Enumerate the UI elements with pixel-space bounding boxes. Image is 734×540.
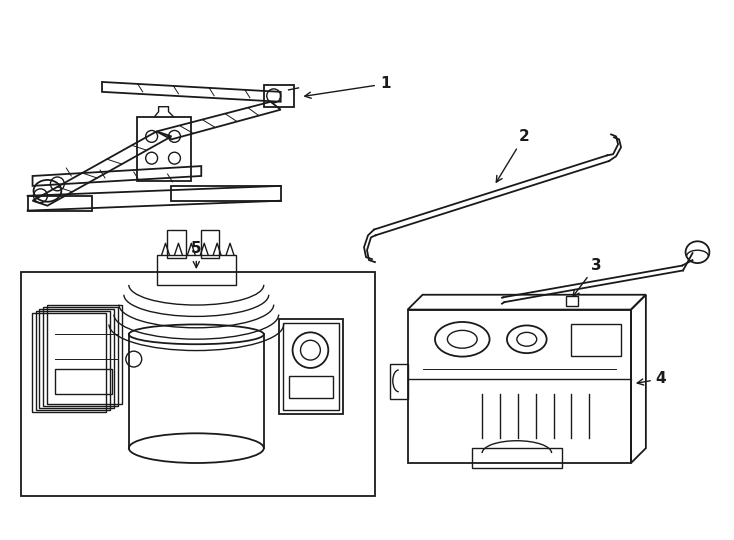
Text: 1: 1 bbox=[305, 77, 390, 98]
Bar bbox=[40, 308, 114, 408]
Bar bbox=[264, 85, 294, 107]
Bar bbox=[55, 369, 112, 394]
Bar bbox=[32, 313, 106, 411]
Bar bbox=[288, 376, 333, 397]
Text: 2: 2 bbox=[496, 129, 530, 182]
Bar bbox=[283, 323, 339, 409]
Bar bbox=[35, 310, 110, 409]
Bar bbox=[48, 305, 122, 403]
Bar bbox=[167, 231, 186, 258]
Bar bbox=[43, 307, 118, 406]
Text: 4: 4 bbox=[637, 372, 666, 386]
Bar bbox=[279, 320, 344, 414]
Bar bbox=[572, 325, 621, 356]
Bar bbox=[21, 272, 375, 496]
Bar bbox=[156, 255, 236, 285]
Text: 3: 3 bbox=[573, 258, 602, 296]
Bar bbox=[201, 231, 219, 258]
Bar bbox=[407, 309, 631, 463]
Text: 5: 5 bbox=[191, 241, 202, 268]
